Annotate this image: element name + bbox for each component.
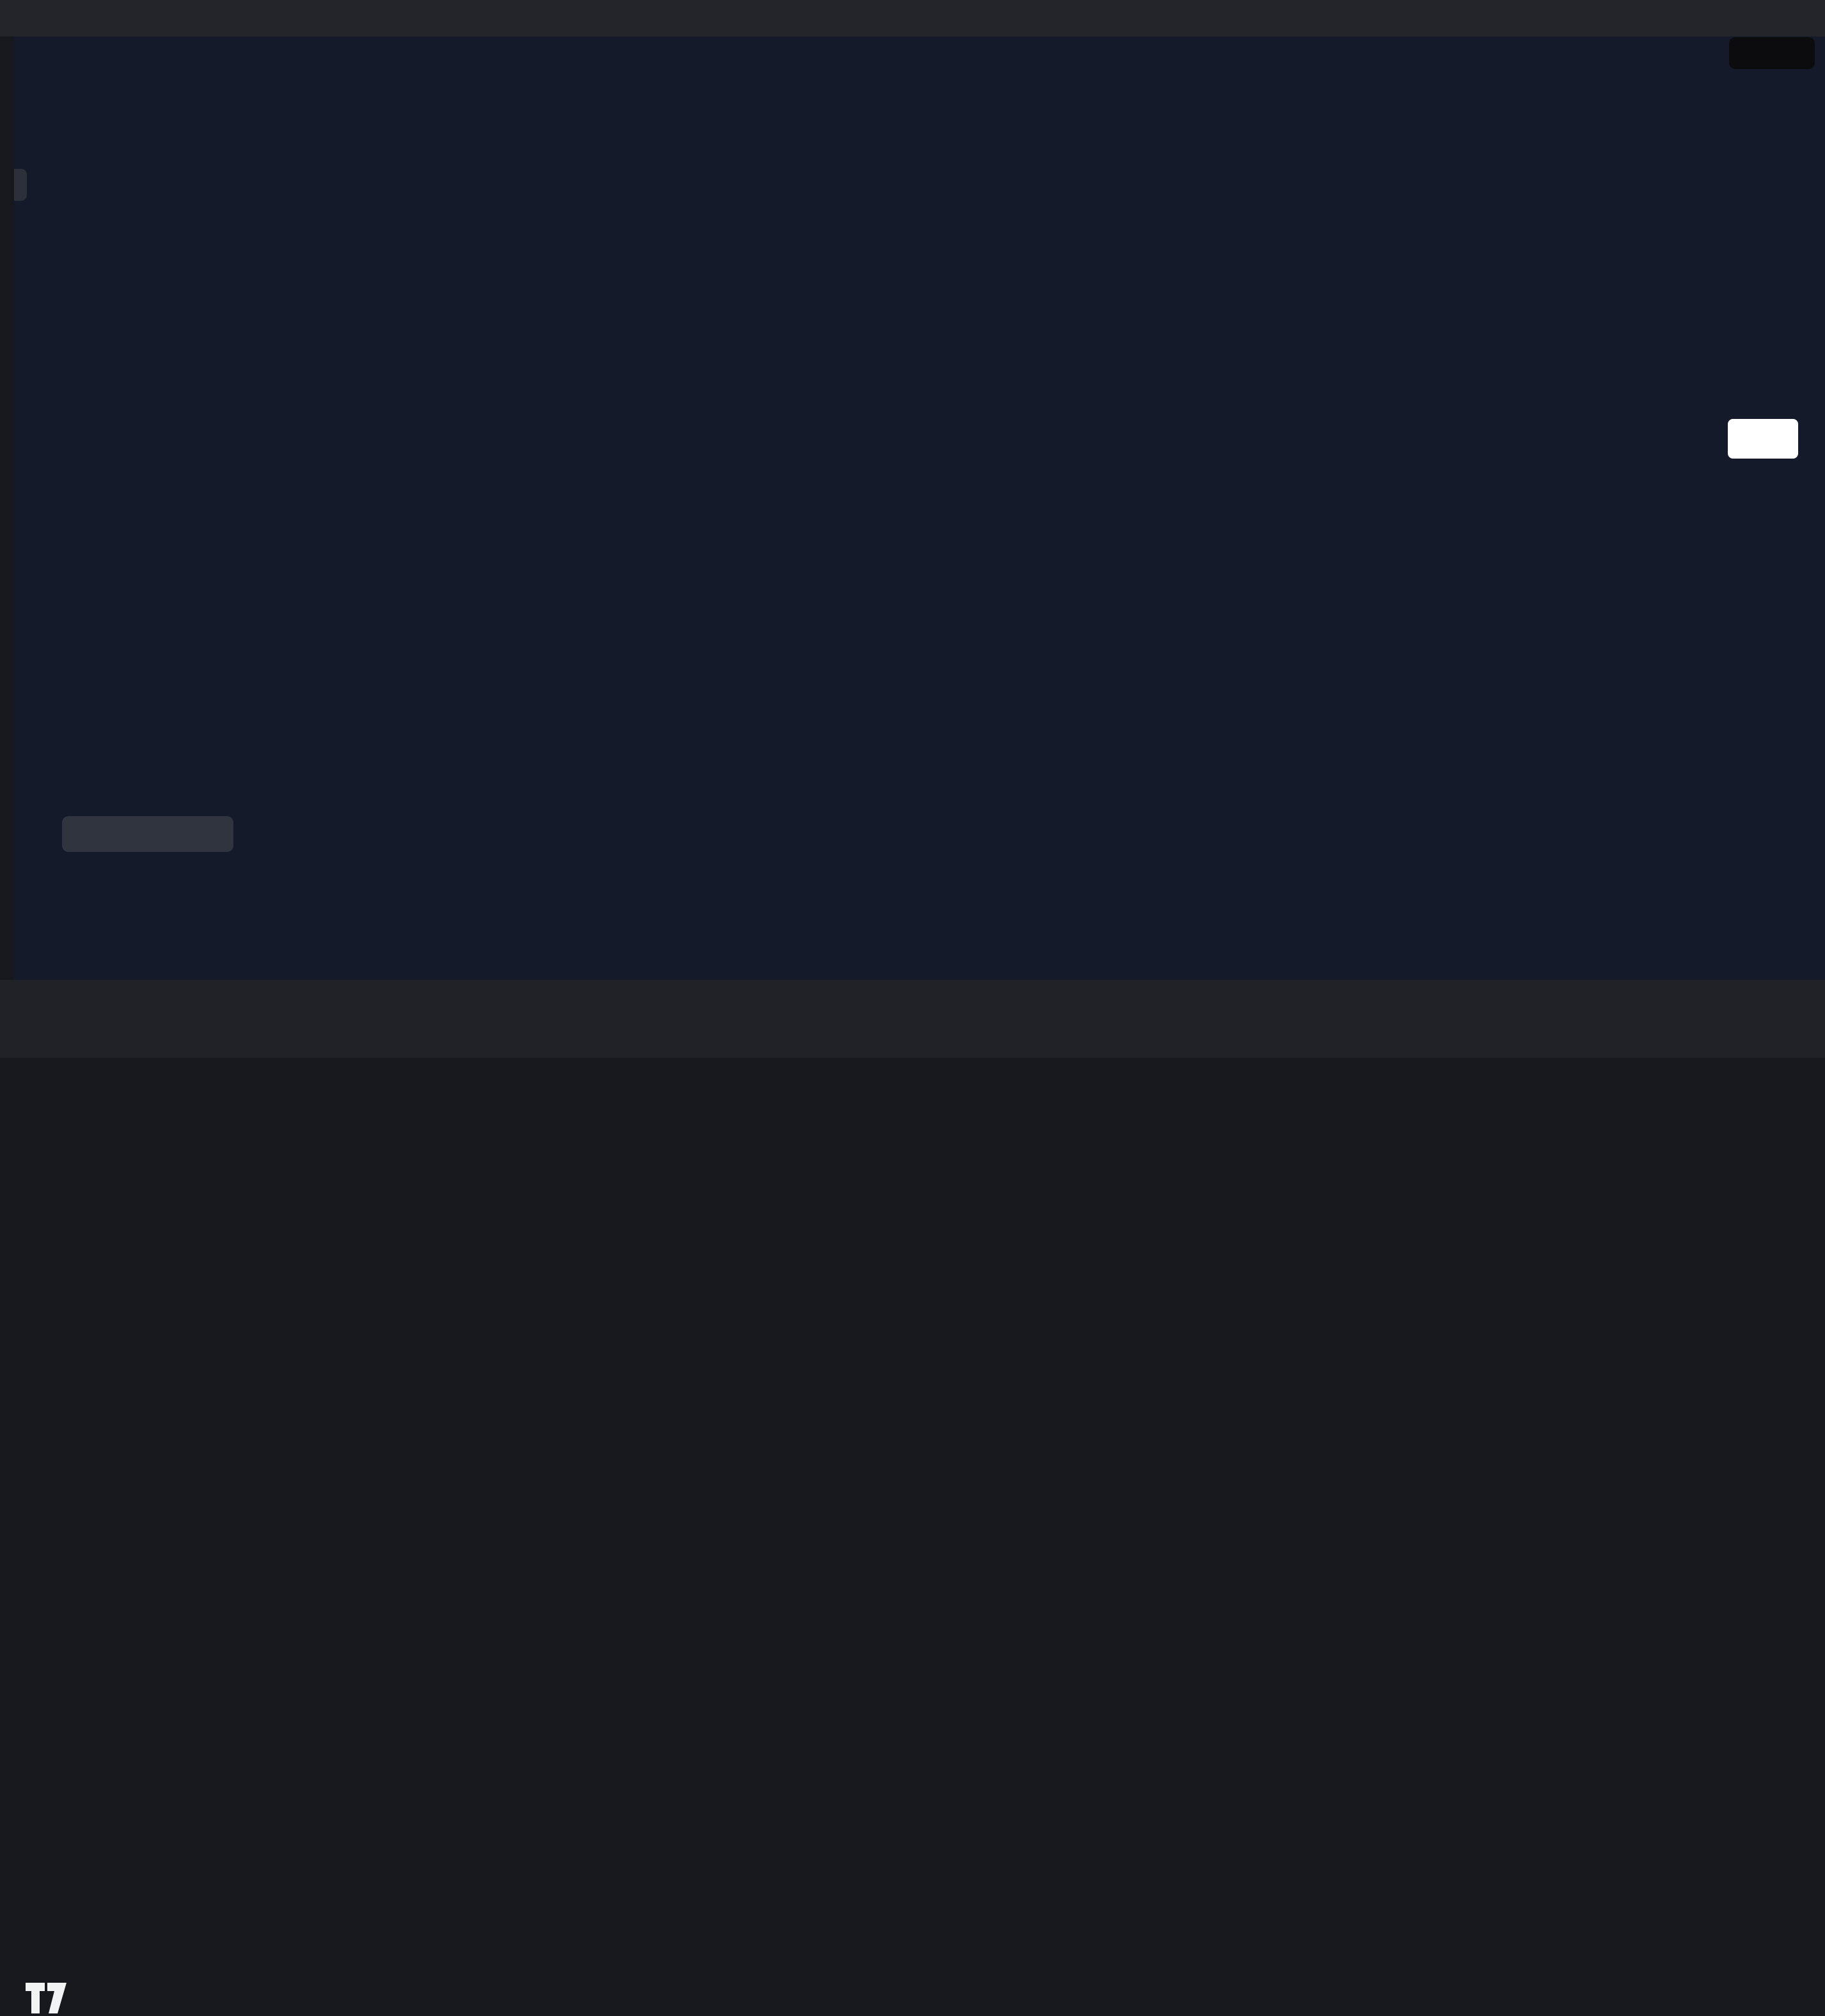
symbol-legend[interactable] <box>23 46 86 66</box>
currency-usd-button[interactable] <box>1729 37 1815 69</box>
current-price-badge <box>1728 419 1798 459</box>
chart-panel[interactable] <box>14 36 1825 980</box>
tradingview-logo-icon <box>26 1983 67 2013</box>
tradingview-logo[interactable] <box>26 1983 78 2016</box>
top-attribution-bar <box>0 0 1825 36</box>
collapse-sidebar-handle[interactable] <box>14 169 27 201</box>
footer-bar <box>0 980 1825 2013</box>
measure-tooltip <box>62 816 233 852</box>
